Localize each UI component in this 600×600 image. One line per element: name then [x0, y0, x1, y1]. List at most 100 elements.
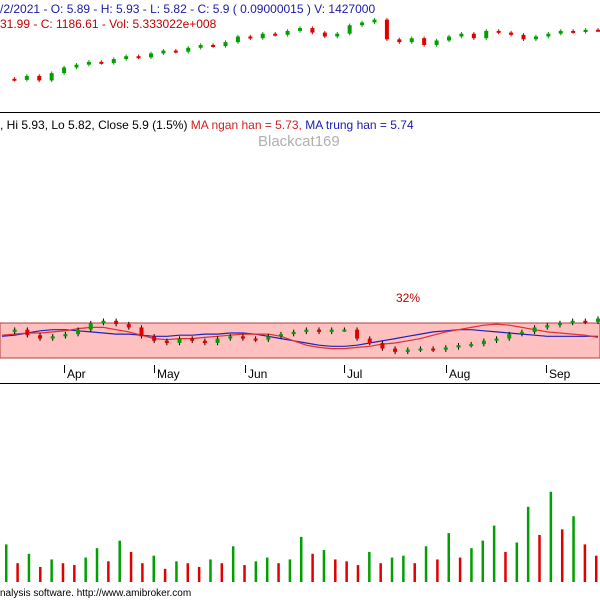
index-candle: [99, 61, 104, 64]
month-tick: [446, 365, 447, 373]
price-candle: [431, 348, 436, 351]
price-candle: [50, 336, 55, 339]
volume-bar: [39, 566, 42, 582]
month-tick: [64, 365, 65, 373]
index-candle: [24, 75, 29, 80]
index-quote-line: /2/2021 - O: 5.89 - H: 5.93 - L: 5.82 - …: [0, 2, 376, 16]
volume-chart: [5, 491, 598, 582]
price-candle: [266, 336, 271, 340]
index-candle: [62, 67, 67, 74]
price-candle: [139, 327, 144, 337]
volume-bar: [231, 546, 235, 582]
volume-bar: [118, 540, 121, 582]
volume-bar: [413, 563, 416, 582]
volume-bar: [583, 544, 587, 582]
index-candle: [124, 56, 129, 60]
index-candle: [12, 78, 17, 81]
index-candle: [571, 30, 576, 33]
index-candle: [347, 25, 352, 34]
price-candle: [202, 340, 207, 343]
price-candle: [494, 338, 499, 341]
volume-bar: [84, 557, 87, 582]
month-label-may: May: [157, 367, 180, 381]
volume-bar: [220, 563, 224, 582]
volume-bar: [152, 555, 155, 582]
price-chart: [0, 316, 600, 359]
month-label-jun: Jun: [248, 367, 268, 381]
index-candle: [223, 42, 228, 47]
ma-long-line: [1, 329, 598, 347]
price-candle: [317, 329, 322, 332]
price-candle: [545, 325, 550, 328]
index-candle: [111, 59, 116, 63]
volume-bar: [16, 563, 19, 582]
index-pane: /2/2021 - O: 5.89 - H: 5.93 - L: 5.82 - …: [0, 0, 600, 113]
price-candle: [469, 344, 474, 347]
volume-bar: [107, 561, 110, 582]
price-candle: [101, 320, 106, 323]
index-candle: [310, 28, 315, 33]
index-candle: [211, 44, 216, 47]
price-candle: [557, 323, 562, 326]
price-candle: [63, 334, 68, 337]
volume-bar: [163, 568, 167, 582]
index-candle: [372, 19, 377, 23]
watermark: Blackcat169: [258, 133, 340, 150]
index-candle: [422, 38, 427, 45]
index-candle: [434, 40, 439, 45]
volume-bar: [5, 544, 8, 582]
volume-bar: [368, 551, 371, 582]
price-candle: [38, 335, 43, 339]
index-candle: [509, 32, 514, 35]
month-tick: [344, 365, 345, 373]
volume-bar: [288, 559, 292, 582]
price-candle: [393, 348, 398, 352]
volume-bar: [504, 551, 507, 582]
price-candle: [304, 329, 309, 332]
volume-bar: [95, 548, 99, 582]
month-tick: [546, 365, 547, 373]
price-candle: [405, 349, 410, 352]
volume-bar: [322, 550, 326, 582]
volume-bar: [311, 553, 314, 582]
volume-bar: [549, 491, 553, 582]
volume-bar: [50, 559, 53, 582]
price-candle: [278, 334, 283, 337]
volume-bar: [526, 506, 530, 582]
volume-bar: [390, 557, 394, 582]
index-candle: [86, 61, 91, 65]
index-candle: [596, 29, 600, 32]
volume-bar: [175, 561, 178, 582]
price-candle: [164, 340, 169, 343]
volume-bar: [61, 563, 65, 582]
index-candle: [409, 38, 414, 43]
month-label-sep: Sep: [549, 367, 571, 381]
ohlc-text: , Hi 5.93, Lo 5.82, Close 5.9 (1.5%): [0, 118, 191, 132]
price-candle: [291, 331, 296, 335]
volume-bar: [243, 565, 246, 582]
volume-bar: [300, 536, 303, 582]
price-candle: [481, 340, 486, 345]
index-candle: [49, 73, 54, 81]
ma-short-line: [1, 323, 599, 350]
price-info-line: , Hi 5.93, Lo 5.82, Close 5.9 (1.5%) MA …: [0, 118, 414, 132]
volume-bar: [424, 546, 428, 582]
price-pane: , Hi 5.93, Lo 5.82, Close 5.9 (1.5%) MA …: [0, 113, 600, 384]
month-tick: [154, 365, 155, 373]
price-candle: [342, 329, 347, 332]
price-candle: [355, 329, 360, 339]
month-tick: [245, 365, 246, 373]
volume-bar: [458, 557, 462, 582]
price-candle: [114, 320, 119, 325]
price-candle: [253, 338, 258, 341]
index-candle: [186, 47, 191, 52]
volume-bar: [254, 561, 258, 582]
price-candle: [329, 329, 334, 332]
price-candle: [12, 329, 17, 332]
index-candle: [74, 64, 79, 68]
price-candle: [76, 329, 81, 335]
volume-bar: [73, 565, 76, 582]
index-candle: [235, 36, 240, 43]
price-candle: [519, 331, 524, 335]
index-candle: [546, 33, 551, 37]
